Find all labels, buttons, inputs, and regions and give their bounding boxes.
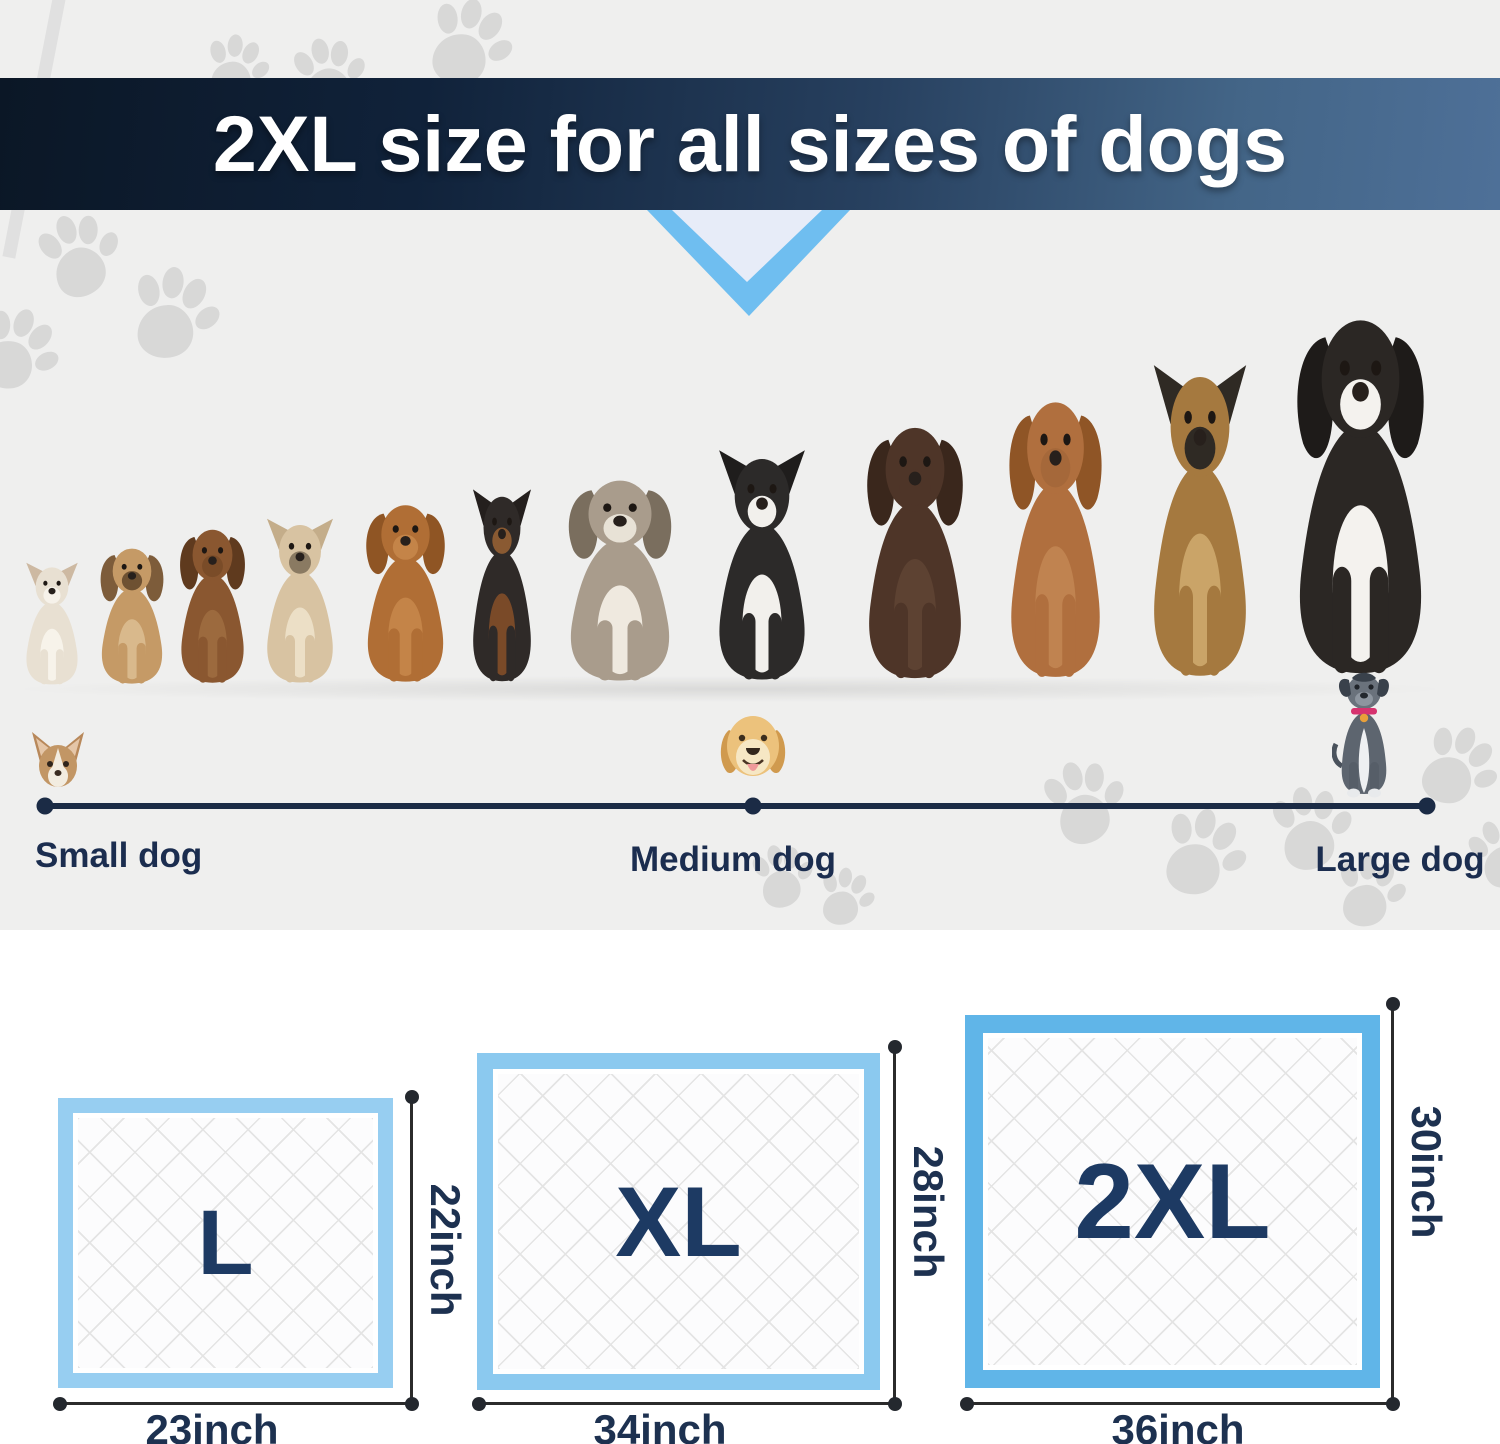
dog-photo-dachshund xyxy=(165,520,260,690)
dog-photo-puppy xyxy=(86,540,178,690)
paw-icon xyxy=(1468,821,1500,888)
pad-xl: XL xyxy=(477,1053,880,1390)
pad-2xl-width-dim-line xyxy=(966,1402,1392,1405)
pad-2xl-height-dim-line xyxy=(1391,1003,1394,1404)
paw-print xyxy=(1323,843,1416,930)
dim-dot xyxy=(405,1090,419,1104)
dog-photo-vizsla xyxy=(988,385,1123,690)
paw-print xyxy=(806,856,884,930)
paw-icon xyxy=(1044,762,1124,845)
pad-2xl: 2XL xyxy=(965,1015,1380,1388)
size-scale-line xyxy=(45,803,1427,809)
dim-dot xyxy=(1386,997,1400,1011)
pad-xl-height-dim-line xyxy=(893,1046,896,1404)
paw-print xyxy=(1396,702,1500,826)
pad-l: L xyxy=(58,1098,393,1388)
paw-print xyxy=(1139,787,1265,913)
dim-dot xyxy=(53,1397,67,1411)
golden-retriever-face-icon xyxy=(720,716,786,776)
dog-photo-bulldog xyxy=(545,468,695,690)
pad-l-height-label: 22inch xyxy=(422,1183,469,1317)
paw-icon xyxy=(137,267,220,358)
scale-dot-large xyxy=(1418,797,1436,815)
paw-icon xyxy=(752,845,813,908)
dog-photo-french-bulldog xyxy=(250,515,350,690)
dog-photo-german-shepherd xyxy=(1130,358,1270,690)
dim-dot xyxy=(888,1397,902,1411)
pad-2xl-height-label: 30inch xyxy=(1403,1105,1450,1239)
large-dog-label: Large dog xyxy=(1315,840,1485,879)
dog-row-shadow xyxy=(20,676,1440,702)
dog-photo-bernese-mountain xyxy=(1268,298,1453,690)
pad-l-height-dim-line xyxy=(410,1096,413,1404)
pad-l-width-dim-line xyxy=(59,1402,412,1405)
headline-banner: 2XL size for all sizes of dogs xyxy=(0,78,1500,210)
dim-dot xyxy=(960,1397,974,1411)
pad-xl-width-dim-line xyxy=(478,1402,894,1405)
paw-print xyxy=(1452,802,1500,900)
dim-dot xyxy=(472,1397,486,1411)
paw-print xyxy=(1026,743,1139,856)
paw-icon xyxy=(1340,855,1406,927)
pad-xl-width-label: 34inch xyxy=(593,1406,727,1444)
paw-print xyxy=(0,284,81,410)
pad-xl-height-label: 28inch xyxy=(905,1145,952,1279)
dim-dot xyxy=(405,1397,419,1411)
chihuahua-face-icon xyxy=(32,732,84,787)
paw-icon xyxy=(1422,727,1498,804)
pad-xl-quilt-texture xyxy=(498,1074,859,1369)
paw-print xyxy=(740,833,821,914)
banner-title: 2XL size for all sizes of dogs xyxy=(212,99,1288,188)
dim-dot xyxy=(888,1040,902,1054)
pad-l-size-label: L xyxy=(197,1192,254,1294)
large-dog-cartoon-icon xyxy=(1332,672,1389,798)
dim-dot xyxy=(1386,1397,1400,1411)
dog-photo-cavalier-spaniel xyxy=(348,494,463,690)
scale-dot-medium xyxy=(744,797,762,815)
pad-corner-graphic xyxy=(647,210,850,316)
paw-icon xyxy=(1166,808,1247,895)
paw-print xyxy=(110,248,235,373)
dog-photo-chocolate-lab xyxy=(845,412,985,690)
dog-photo-chihuahua xyxy=(13,560,91,690)
pad-l-quilt-texture xyxy=(78,1118,373,1368)
pad-2xl-width-label: 36inch xyxy=(1111,1406,1245,1444)
paw-icon xyxy=(38,215,118,298)
scale-dot-small xyxy=(36,797,54,815)
paw-print xyxy=(19,194,135,310)
paw-print xyxy=(405,0,531,103)
paw-icon xyxy=(823,867,875,925)
pad-2xl-size-label: 2XL xyxy=(1074,1141,1271,1261)
paw-icon xyxy=(432,0,513,85)
pad-2xl-quilt-texture xyxy=(988,1038,1357,1365)
pad-l-width-label: 23inch xyxy=(145,1406,279,1444)
paw-icon xyxy=(0,309,59,389)
dog-photo-border-collie xyxy=(697,445,827,690)
dog-photo-min-pinscher xyxy=(458,485,546,690)
pad-xl-size-label: XL xyxy=(615,1166,742,1277)
small-dog-label: Small dog xyxy=(35,836,203,875)
medium-dog-label: Medium dog xyxy=(629,840,837,879)
